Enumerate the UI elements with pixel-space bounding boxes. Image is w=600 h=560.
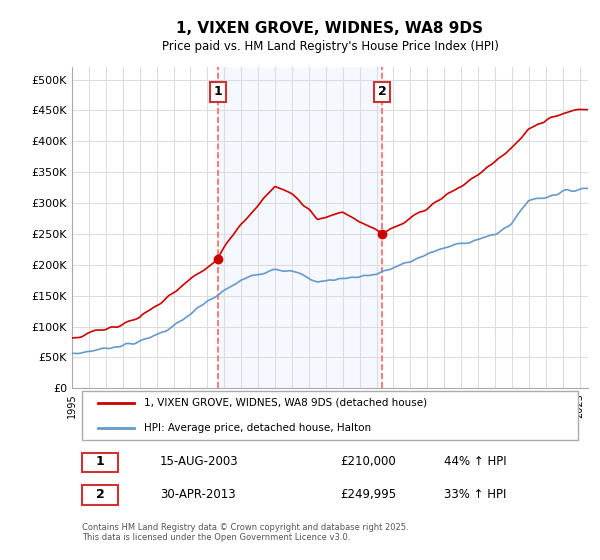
Text: £210,000: £210,000 [340,455,396,469]
Text: 2: 2 [96,488,105,501]
FancyBboxPatch shape [82,391,578,440]
Text: 33% ↑ HPI: 33% ↑ HPI [443,488,506,501]
Text: 2: 2 [378,85,386,99]
Text: 1: 1 [96,455,105,469]
Text: 44% ↑ HPI: 44% ↑ HPI [443,455,506,469]
Bar [218,67,382,388]
Text: 30-APR-2013: 30-APR-2013 [160,488,235,501]
Text: 1: 1 [214,85,222,99]
FancyBboxPatch shape [82,453,118,472]
Text: Contains HM Land Registry data © Crown copyright and database right 2025.
This d: Contains HM Land Registry data © Crown c… [82,523,409,542]
Text: HPI: Average price, detached house, Halton: HPI: Average price, detached house, Halt… [144,423,371,433]
Text: £249,995: £249,995 [340,488,397,501]
FancyBboxPatch shape [82,486,118,505]
Text: 1, VIXEN GROVE, WIDNES, WA8 9DS: 1, VIXEN GROVE, WIDNES, WA8 9DS [176,21,484,36]
Text: 1, VIXEN GROVE, WIDNES, WA8 9DS (detached house): 1, VIXEN GROVE, WIDNES, WA8 9DS (detache… [144,398,427,408]
Text: 15-AUG-2003: 15-AUG-2003 [160,455,238,469]
Text: Price paid vs. HM Land Registry's House Price Index (HPI): Price paid vs. HM Land Registry's House … [161,40,499,53]
